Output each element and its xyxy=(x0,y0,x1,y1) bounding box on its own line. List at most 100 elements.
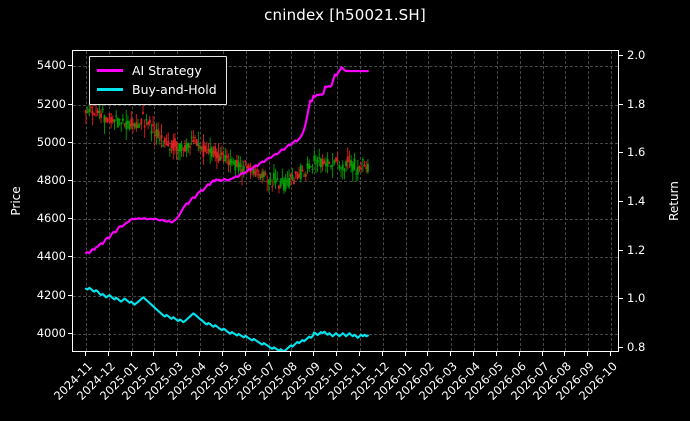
legend-label-ai-strategy: AI Strategy xyxy=(132,63,202,78)
grid-line-h xyxy=(73,180,618,182)
y-tick-label-right: 0.8 xyxy=(627,340,646,355)
candlestick-body xyxy=(160,135,163,139)
candlestick-body xyxy=(215,151,218,159)
grid-line-v xyxy=(588,51,590,351)
candlestick-body xyxy=(286,180,289,182)
grid-line-v xyxy=(200,51,202,351)
candlestick-body xyxy=(197,143,200,147)
candlestick-body xyxy=(306,162,309,169)
grid-lines xyxy=(73,51,618,351)
candlestick-body xyxy=(335,157,337,161)
candlestick-body xyxy=(152,124,155,127)
candlestick-body xyxy=(288,177,290,187)
x-tick xyxy=(427,352,429,356)
candlestick-body xyxy=(168,149,171,151)
x-tick xyxy=(518,352,520,356)
candlestick-body xyxy=(242,165,245,172)
candlestick-body xyxy=(336,160,339,162)
candlestick-body xyxy=(341,164,344,170)
candlestick-body xyxy=(348,160,351,162)
candlestick-body xyxy=(345,161,348,167)
grid-line-v xyxy=(611,51,613,351)
y-tick-label-left: 4600 xyxy=(36,211,66,226)
y-tick-label-left: 5000 xyxy=(36,134,66,149)
x-tick xyxy=(267,352,269,356)
candlestick-body xyxy=(276,178,279,181)
candlestick-body xyxy=(96,110,99,113)
x-tick xyxy=(176,352,178,356)
y-axis-label-left: Price xyxy=(8,50,24,352)
y-tick-right xyxy=(619,54,623,56)
grid-line-v xyxy=(291,51,293,351)
candlestick-body xyxy=(190,136,193,138)
candlestick-body xyxy=(145,118,148,121)
grid-line-h xyxy=(73,66,618,68)
candlestick-body xyxy=(264,173,267,175)
candlestick-body xyxy=(133,124,136,127)
x-tick xyxy=(313,352,315,356)
candlestick-body xyxy=(131,123,134,126)
grid-line-h xyxy=(73,219,618,221)
candlestick-body xyxy=(266,180,269,183)
candlestick-body xyxy=(278,185,280,189)
candlestick-body xyxy=(142,112,144,115)
candlestick-body xyxy=(294,171,297,175)
candlestick-body xyxy=(351,164,354,172)
grid-line-v xyxy=(474,51,476,351)
candlestick-body xyxy=(326,159,329,167)
x-tick xyxy=(85,352,86,356)
candlestick-body xyxy=(204,145,207,152)
y-tick-label-left: 5400 xyxy=(36,58,66,73)
y-tick-right xyxy=(619,103,623,105)
grid-line-v xyxy=(542,51,544,351)
candlestick-body xyxy=(115,115,118,117)
grid-line-v xyxy=(245,51,247,351)
candlestick-body xyxy=(366,164,369,172)
candlestick-body xyxy=(165,143,168,146)
candlestick-body xyxy=(261,172,264,178)
candlestick-body xyxy=(267,179,270,185)
x-tick xyxy=(541,352,543,356)
grid-line-v xyxy=(382,51,384,351)
candlestick-body xyxy=(331,165,334,167)
candlestick-body xyxy=(202,141,205,157)
candlestick-body xyxy=(350,160,353,167)
x-tick xyxy=(130,352,132,356)
candlestick-body xyxy=(304,173,307,177)
series-line-ai-strategy xyxy=(84,66,369,255)
candlestick-body xyxy=(138,123,141,125)
candlestick-body xyxy=(232,161,235,164)
candlestick-body xyxy=(257,174,260,176)
candlestick-body xyxy=(353,158,356,169)
y-tick-label-right: 1.0 xyxy=(627,291,646,306)
candlestick-body xyxy=(229,158,232,165)
candlestick-body xyxy=(105,117,108,122)
y-tick-label-right: 1.4 xyxy=(627,194,646,208)
candlestick-body xyxy=(217,153,220,162)
candlestick-body xyxy=(184,145,186,152)
candlestick-body xyxy=(220,152,223,156)
grid-line-v xyxy=(108,51,110,351)
candlestick-body xyxy=(333,160,336,164)
candlestick-body xyxy=(199,145,202,149)
candlestick-body xyxy=(207,148,210,152)
candlestick-body xyxy=(244,160,247,163)
y-tick-label-right: 1.2 xyxy=(627,242,646,257)
candlestick-body xyxy=(185,143,188,152)
candlestick-body xyxy=(93,114,96,116)
candlestick-body xyxy=(343,169,346,171)
candlestick-body xyxy=(123,123,126,125)
grid-line-h xyxy=(73,295,618,297)
candlestick-body xyxy=(299,164,302,180)
candlestick-body xyxy=(113,119,116,123)
grid-line-v xyxy=(177,51,179,351)
candlestick-body xyxy=(187,143,190,148)
candlestick-body xyxy=(338,165,341,169)
candlestick-body xyxy=(189,145,191,148)
candlestick-body xyxy=(130,118,133,127)
candlestick-body xyxy=(237,161,240,171)
candlestick-body xyxy=(153,135,156,137)
x-tick xyxy=(495,352,497,356)
chart-title: cnindex [h50021.SH] xyxy=(264,6,426,24)
